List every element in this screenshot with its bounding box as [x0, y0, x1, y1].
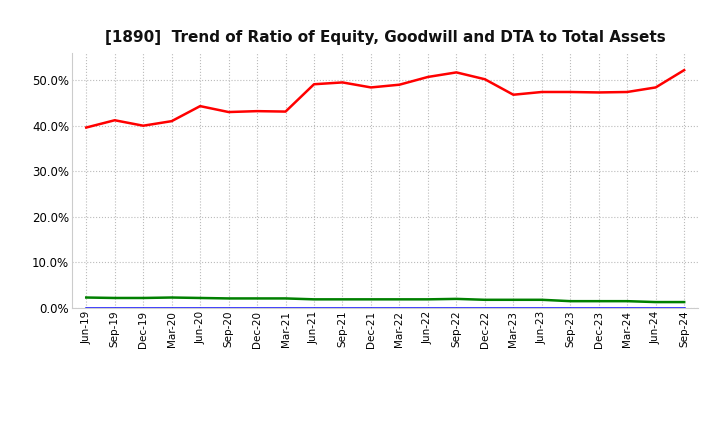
Deferred Tax Assets: [82, 295, 91, 300]
Deferred Tax Assets: [310, 297, 318, 302]
Equity: [423, 74, 432, 80]
Equity: [196, 103, 204, 109]
Goodwill: [253, 305, 261, 311]
Goodwill: [537, 305, 546, 311]
Deferred Tax Assets: [680, 300, 688, 305]
Equity: [595, 90, 603, 95]
Equity: [139, 123, 148, 128]
Deferred Tax Assets: [537, 297, 546, 302]
Goodwill: [139, 305, 148, 311]
Deferred Tax Assets: [652, 300, 660, 305]
Deferred Tax Assets: [480, 297, 489, 302]
Equity: [537, 89, 546, 95]
Goodwill: [623, 305, 631, 311]
Deferred Tax Assets: [139, 295, 148, 301]
Goodwill: [395, 305, 404, 311]
Equity: [480, 77, 489, 82]
Goodwill: [680, 305, 688, 311]
Equity: [652, 85, 660, 90]
Goodwill: [423, 305, 432, 311]
Goodwill: [225, 305, 233, 311]
Goodwill: [652, 305, 660, 311]
Equity: [566, 89, 575, 95]
Equity: [167, 118, 176, 124]
Equity: [452, 70, 461, 75]
Deferred Tax Assets: [110, 295, 119, 301]
Goodwill: [509, 305, 518, 311]
Goodwill: [110, 305, 119, 311]
Deferred Tax Assets: [196, 295, 204, 301]
Equity: [395, 82, 404, 87]
Deferred Tax Assets: [423, 297, 432, 302]
Goodwill: [310, 305, 318, 311]
Equity: [509, 92, 518, 97]
Equity: [680, 67, 688, 73]
Deferred Tax Assets: [167, 295, 176, 300]
Deferred Tax Assets: [338, 297, 347, 302]
Goodwill: [82, 305, 91, 311]
Deferred Tax Assets: [395, 297, 404, 302]
Deferred Tax Assets: [253, 296, 261, 301]
Deferred Tax Assets: [509, 297, 518, 302]
Line: Equity: Equity: [86, 70, 684, 128]
Deferred Tax Assets: [366, 297, 375, 302]
Equity: [338, 80, 347, 85]
Goodwill: [566, 305, 575, 311]
Goodwill: [366, 305, 375, 311]
Deferred Tax Assets: [623, 298, 631, 304]
Deferred Tax Assets: [225, 296, 233, 301]
Deferred Tax Assets: [452, 296, 461, 301]
Deferred Tax Assets: [566, 298, 575, 304]
Equity: [110, 117, 119, 123]
Goodwill: [167, 305, 176, 311]
Equity: [366, 85, 375, 90]
Goodwill: [480, 305, 489, 311]
Equity: [623, 89, 631, 95]
Equity: [253, 109, 261, 114]
Title: [1890]  Trend of Ratio of Equity, Goodwill and DTA to Total Assets: [1890] Trend of Ratio of Equity, Goodwil…: [105, 29, 665, 45]
Deferred Tax Assets: [595, 298, 603, 304]
Goodwill: [338, 305, 347, 311]
Goodwill: [595, 305, 603, 311]
Goodwill: [282, 305, 290, 311]
Goodwill: [452, 305, 461, 311]
Equity: [310, 81, 318, 87]
Line: Deferred Tax Assets: Deferred Tax Assets: [86, 297, 684, 302]
Goodwill: [196, 305, 204, 311]
Deferred Tax Assets: [282, 296, 290, 301]
Equity: [282, 109, 290, 114]
Equity: [225, 110, 233, 115]
Equity: [82, 125, 91, 130]
